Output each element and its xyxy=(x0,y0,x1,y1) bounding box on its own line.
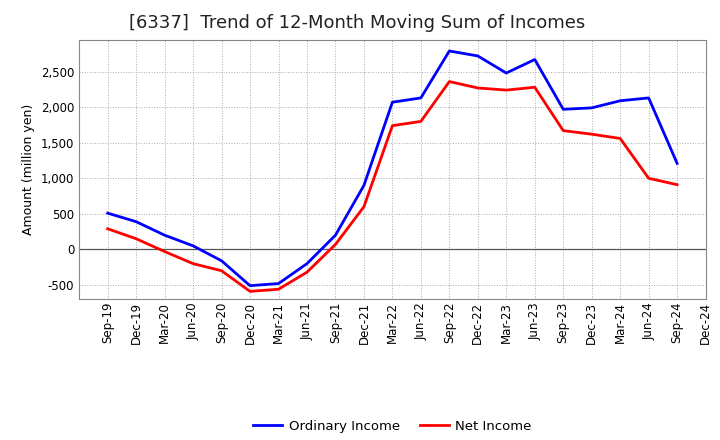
Net Income xyxy=(274,286,283,292)
Ordinary Income xyxy=(531,57,539,62)
Net Income xyxy=(588,132,596,137)
Ordinary Income xyxy=(189,243,197,249)
Net Income xyxy=(388,123,397,128)
Ordinary Income xyxy=(445,48,454,54)
Ordinary Income xyxy=(616,98,624,103)
Net Income xyxy=(559,128,567,133)
Ordinary Income xyxy=(672,161,681,166)
Ordinary Income xyxy=(474,53,482,59)
Net Income xyxy=(644,176,653,181)
Ordinary Income xyxy=(302,261,311,266)
Net Income xyxy=(445,79,454,84)
Net Income xyxy=(331,242,340,247)
Ordinary Income xyxy=(502,70,510,76)
Ordinary Income xyxy=(217,258,226,264)
Ordinary Income xyxy=(359,183,368,188)
Ordinary Income xyxy=(274,281,283,286)
Ordinary Income xyxy=(388,99,397,105)
Net Income xyxy=(161,249,169,254)
Ordinary Income xyxy=(331,233,340,238)
Net Income xyxy=(246,289,254,294)
Net Income xyxy=(672,182,681,187)
Net Income xyxy=(531,84,539,90)
Net Income xyxy=(616,136,624,141)
Ordinary Income xyxy=(104,210,112,216)
Net Income xyxy=(302,270,311,275)
Text: [6337]  Trend of 12-Month Moving Sum of Incomes: [6337] Trend of 12-Month Moving Sum of I… xyxy=(130,15,585,33)
Net Income xyxy=(189,261,197,266)
Net Income xyxy=(474,85,482,91)
Ordinary Income xyxy=(559,106,567,112)
Net Income xyxy=(359,204,368,209)
Y-axis label: Amount (million yen): Amount (million yen) xyxy=(22,104,35,235)
Net Income xyxy=(132,236,140,242)
Line: Ordinary Income: Ordinary Income xyxy=(108,51,677,286)
Ordinary Income xyxy=(417,95,426,101)
Ordinary Income xyxy=(246,283,254,288)
Net Income xyxy=(417,119,426,124)
Net Income xyxy=(217,268,226,273)
Line: Net Income: Net Income xyxy=(108,81,677,291)
Ordinary Income xyxy=(644,95,653,101)
Net Income xyxy=(502,88,510,93)
Ordinary Income xyxy=(132,219,140,224)
Ordinary Income xyxy=(588,105,596,110)
Net Income xyxy=(104,226,112,231)
Ordinary Income xyxy=(161,233,169,238)
Legend: Ordinary Income, Net Income: Ordinary Income, Net Income xyxy=(248,415,537,438)
